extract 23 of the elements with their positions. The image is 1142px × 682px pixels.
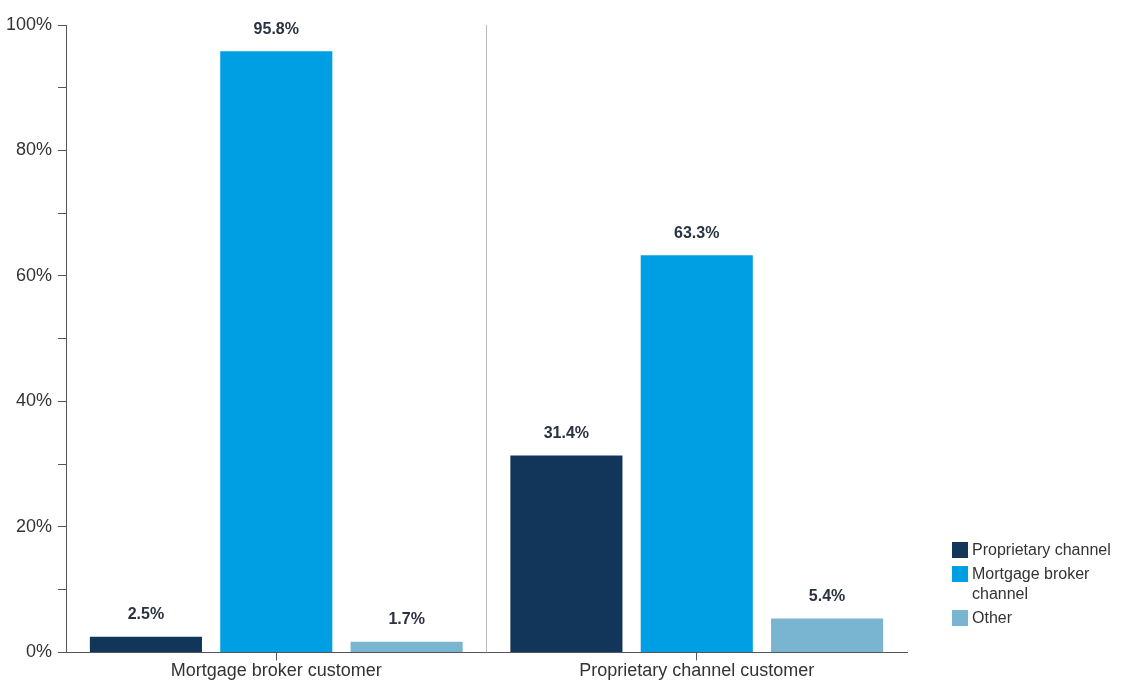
bar (89, 636, 202, 652)
legend-label: Other (972, 608, 1013, 629)
y-tick-label: 40% (16, 390, 53, 411)
y-tick-label: 0% (26, 641, 53, 662)
text: 95.8% (253, 19, 299, 37)
bar (350, 641, 463, 652)
y-tick-label: 20% (16, 515, 53, 536)
y-tick-label: 80% (16, 139, 53, 160)
y-tick-label: 100% (5, 13, 53, 34)
legend-label: Mortgage broker channel (972, 564, 1091, 605)
bar (220, 51, 333, 652)
text: 63.3% (674, 223, 720, 241)
text: 2.5% (127, 605, 165, 623)
x-tick-label: Mortgage broker customer (170, 660, 382, 681)
bar (640, 255, 753, 652)
text: 5.4% (808, 586, 846, 604)
bar (510, 455, 623, 652)
text: 1.7% (388, 610, 425, 628)
x-tick-label: Proprietary channel customer (579, 660, 815, 681)
bar (771, 618, 884, 652)
legend-label: Proprietary channel (972, 540, 1111, 561)
text: 31.4% (543, 423, 590, 441)
y-tick-label: 60% (16, 264, 53, 285)
